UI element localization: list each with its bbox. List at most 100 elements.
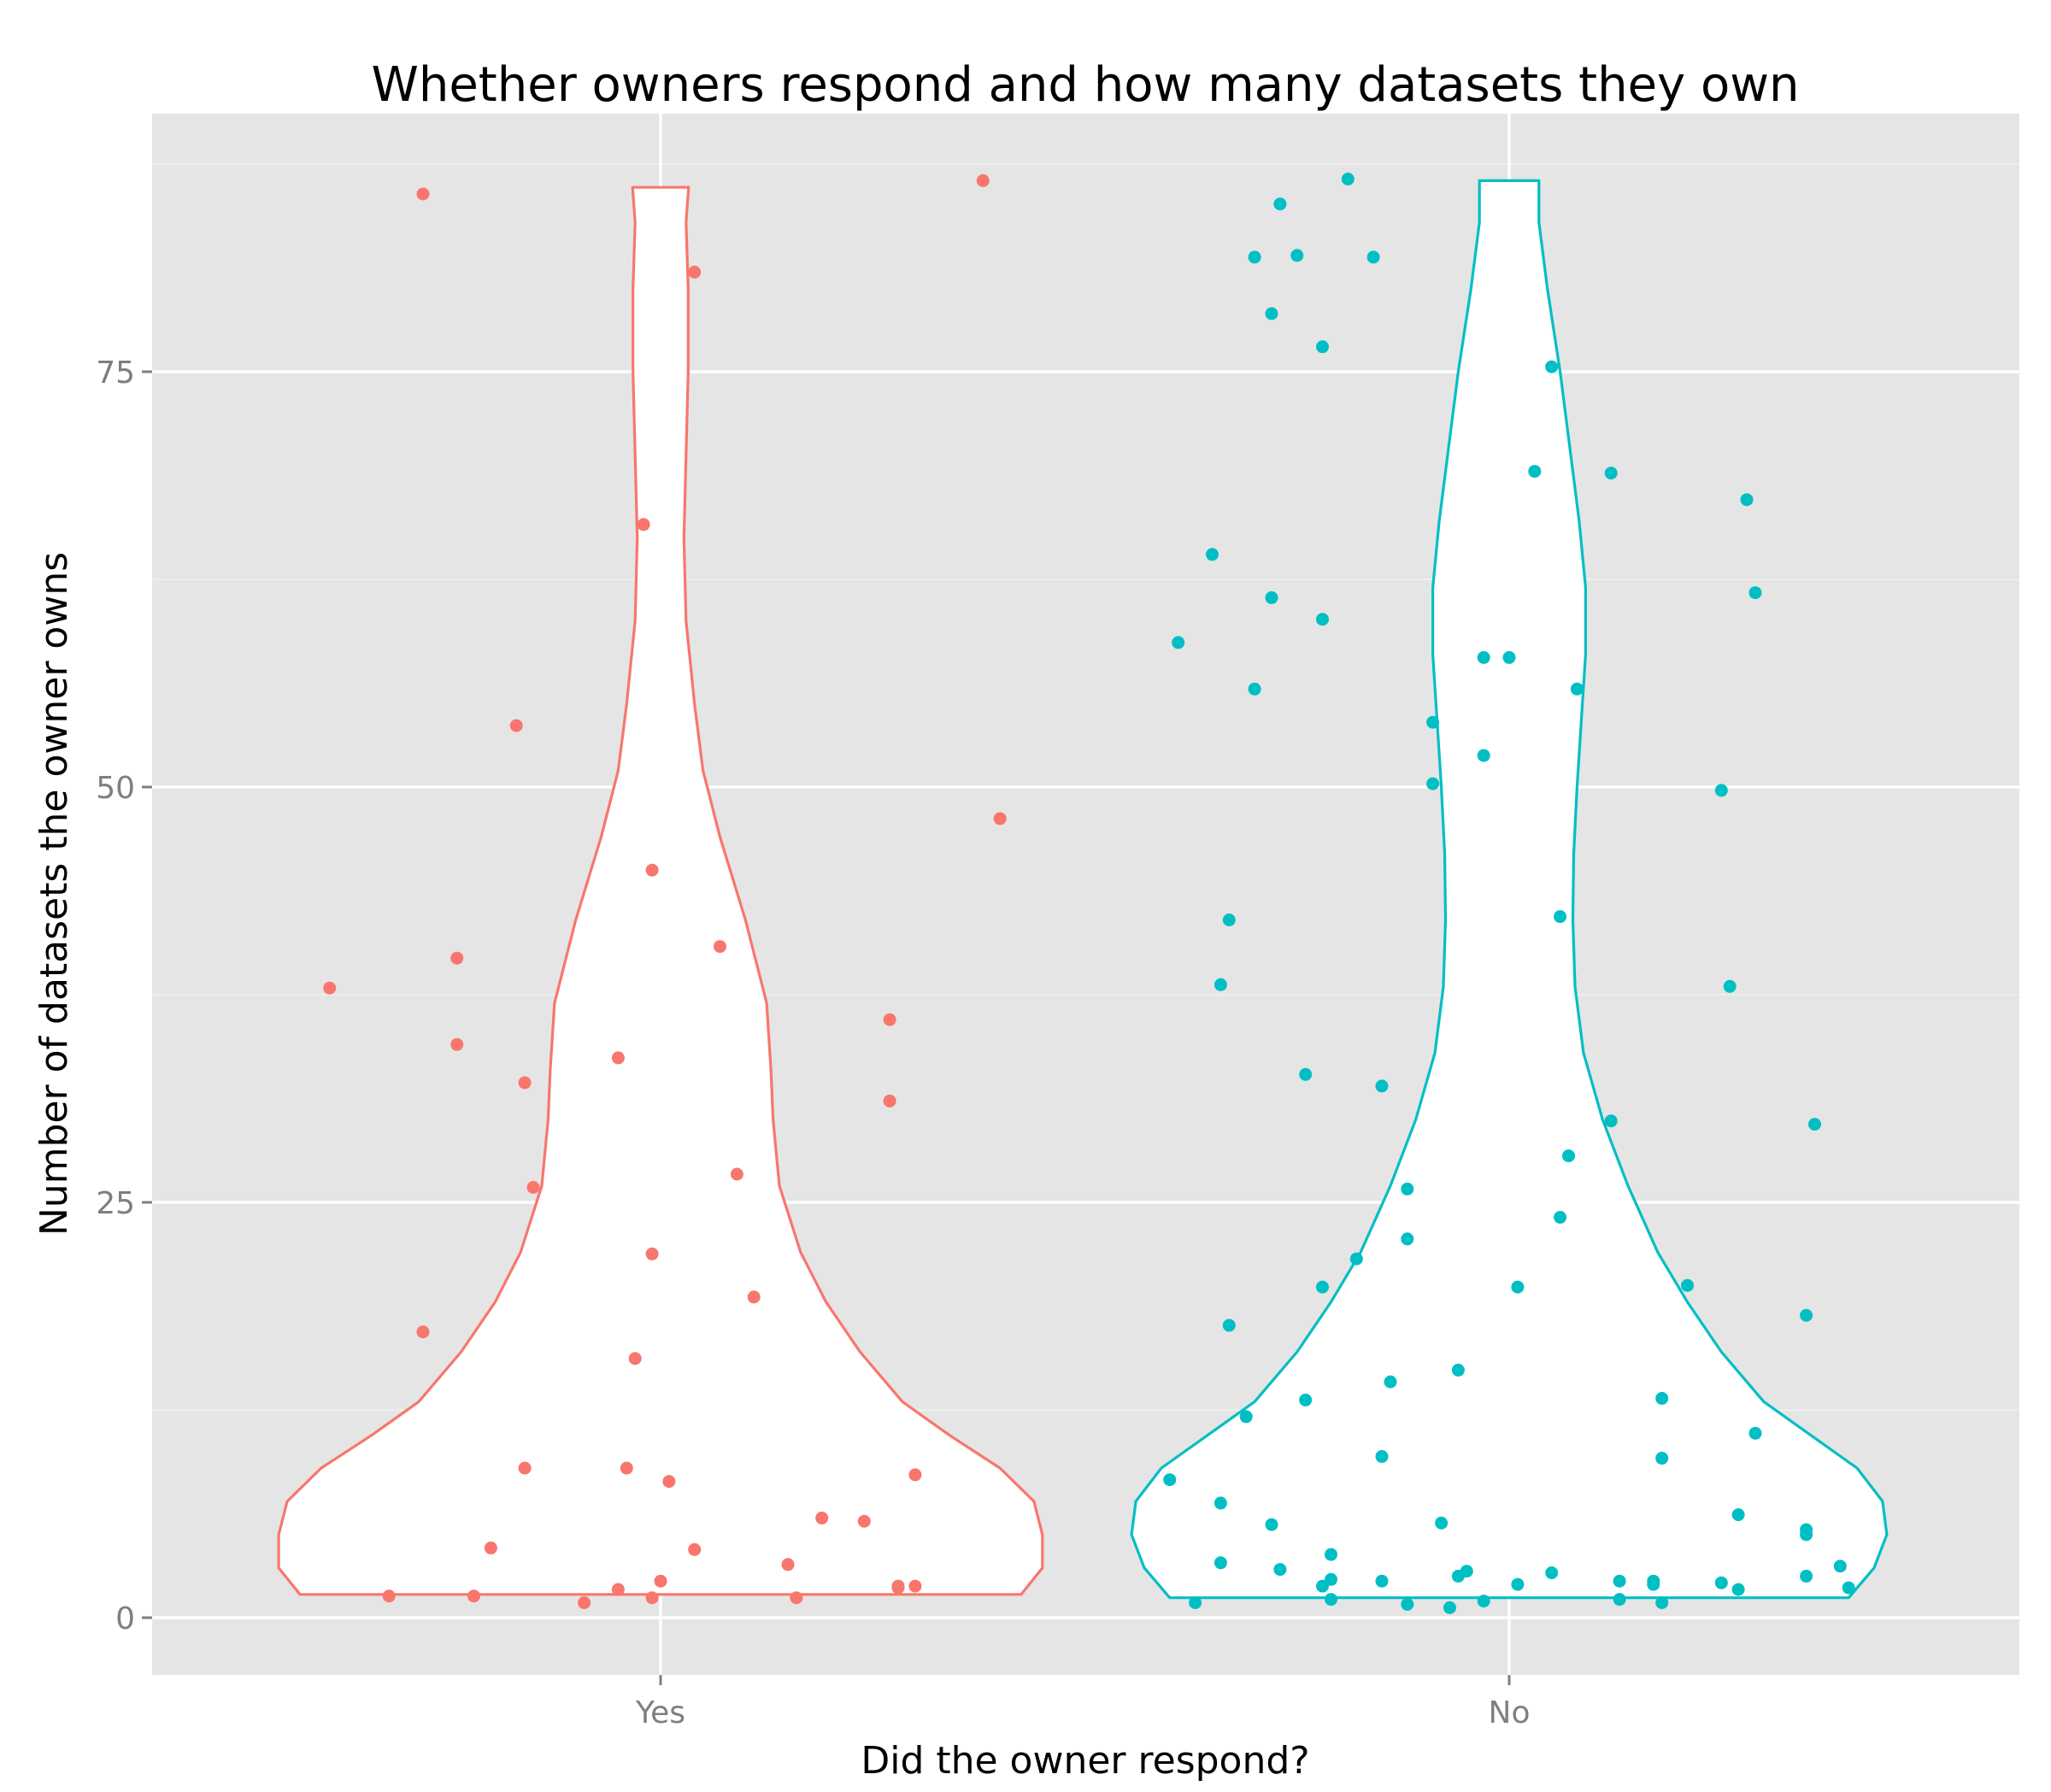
point-no-48 [1511, 1280, 1525, 1294]
point-yes-14 [611, 1051, 625, 1065]
point-yes-39 [993, 812, 1007, 825]
point-no-2 [1189, 1596, 1202, 1609]
point-no-45 [1477, 749, 1490, 762]
y-tick-label-25: 25 [96, 1186, 135, 1221]
point-no-52 [1545, 1566, 1559, 1579]
point-no-29 [1366, 250, 1380, 264]
point-no-49 [1511, 1578, 1525, 1591]
point-no-40 [1443, 1601, 1456, 1614]
x-tick-label-no: No [1489, 1695, 1531, 1730]
point-yes-37 [908, 1468, 922, 1482]
point-no-1 [1172, 636, 1185, 649]
point-no-62 [1647, 1574, 1660, 1588]
point-no-10 [1248, 250, 1261, 264]
point-no-58 [1604, 467, 1618, 480]
point-no-28 [1349, 1252, 1363, 1266]
y-axis-title: Number of datasets the owner owns [32, 552, 76, 1236]
y-tick-label-0: 0 [115, 1601, 135, 1636]
point-yes-35 [891, 1579, 905, 1593]
point-yes-17 [637, 518, 650, 532]
point-no-26 [1325, 1548, 1337, 1561]
point-no-31 [1375, 1449, 1389, 1463]
point-no-5 [1214, 978, 1227, 991]
point-yes-24 [688, 1542, 702, 1556]
point-yes-1 [416, 187, 430, 201]
point-no-18 [1299, 1067, 1313, 1081]
x-axis: Yes No [635, 1675, 1531, 1730]
point-yes-8 [518, 1461, 532, 1475]
point-no-22 [1316, 1280, 1329, 1294]
point-no-76 [1800, 1308, 1813, 1322]
point-no-11 [1248, 682, 1261, 696]
point-no-16 [1273, 1563, 1287, 1577]
point-no-73 [1748, 586, 1762, 600]
point-no-74 [1748, 1426, 1762, 1440]
point-no-35 [1401, 1232, 1414, 1246]
point-no-71 [1731, 1508, 1745, 1521]
point-no-44 [1477, 650, 1490, 664]
point-no-59 [1613, 1574, 1626, 1588]
point-no-51 [1545, 360, 1559, 373]
point-yes-33 [883, 1094, 896, 1108]
point-yes-28 [781, 1558, 795, 1572]
point-yes-13 [611, 1583, 625, 1596]
point-yes-26 [730, 1167, 743, 1181]
point-no-54 [1554, 1211, 1567, 1224]
point-yes-2 [416, 1325, 430, 1339]
point-yes-31 [857, 1514, 871, 1528]
point-yes-32 [883, 1013, 896, 1026]
point-no-57 [1604, 1114, 1618, 1128]
point-no-81 [1842, 1581, 1855, 1595]
point-no-63 [1655, 1391, 1669, 1405]
point-no-13 [1265, 590, 1278, 604]
violin-yes [277, 185, 1044, 1596]
point-yes-11 [467, 1589, 480, 1603]
point-no-20 [1316, 340, 1329, 354]
point-no-30 [1375, 1079, 1389, 1093]
y-tick-label-75: 75 [96, 355, 135, 391]
point-yes-16 [628, 1352, 642, 1366]
point-yes-5 [484, 1541, 497, 1554]
point-no-19 [1299, 1393, 1313, 1407]
point-yes-7 [518, 1076, 532, 1090]
point-yes-4 [450, 1037, 464, 1051]
violin-no [1130, 179, 1889, 1600]
point-no-67 [1714, 1576, 1728, 1589]
point-yes-12 [578, 1596, 591, 1609]
point-yes-15 [620, 1461, 633, 1475]
point-yes-6 [509, 719, 523, 732]
point-no-47 [1502, 650, 1516, 664]
point-no-80 [1833, 1560, 1847, 1573]
point-no-78 [1800, 1528, 1813, 1542]
point-no-6 [1214, 1496, 1227, 1510]
point-no-15 [1273, 197, 1287, 211]
point-no-4 [1214, 1556, 1227, 1570]
point-no-72 [1740, 493, 1754, 507]
x-axis-title: Did the owner respond? [861, 1739, 1309, 1783]
point-no-39 [1435, 1516, 1449, 1530]
point-yes-3 [450, 951, 464, 965]
point-yes-30 [815, 1511, 829, 1525]
point-no-43 [1460, 1565, 1473, 1578]
point-no-38 [1426, 777, 1440, 790]
point-no-55 [1562, 1149, 1575, 1163]
point-yes-19 [645, 1247, 659, 1260]
point-no-12 [1265, 307, 1278, 320]
point-no-37 [1426, 715, 1440, 729]
point-no-21 [1316, 613, 1329, 626]
y-axis: 0 25 50 75 [96, 355, 152, 1636]
point-no-75 [1800, 1569, 1813, 1583]
point-yes-23 [688, 265, 702, 279]
point-no-17 [1290, 249, 1304, 262]
point-no-0 [1163, 1473, 1177, 1487]
point-yes-27 [747, 1290, 761, 1304]
point-no-65 [1655, 1596, 1669, 1609]
point-no-32 [1375, 1574, 1389, 1588]
x-tick-label-yes: Yes [635, 1695, 685, 1730]
point-no-25 [1325, 1593, 1337, 1607]
violins [277, 179, 1889, 1600]
point-no-64 [1655, 1451, 1669, 1465]
point-no-69 [1723, 979, 1737, 993]
point-no-60 [1613, 1593, 1626, 1607]
